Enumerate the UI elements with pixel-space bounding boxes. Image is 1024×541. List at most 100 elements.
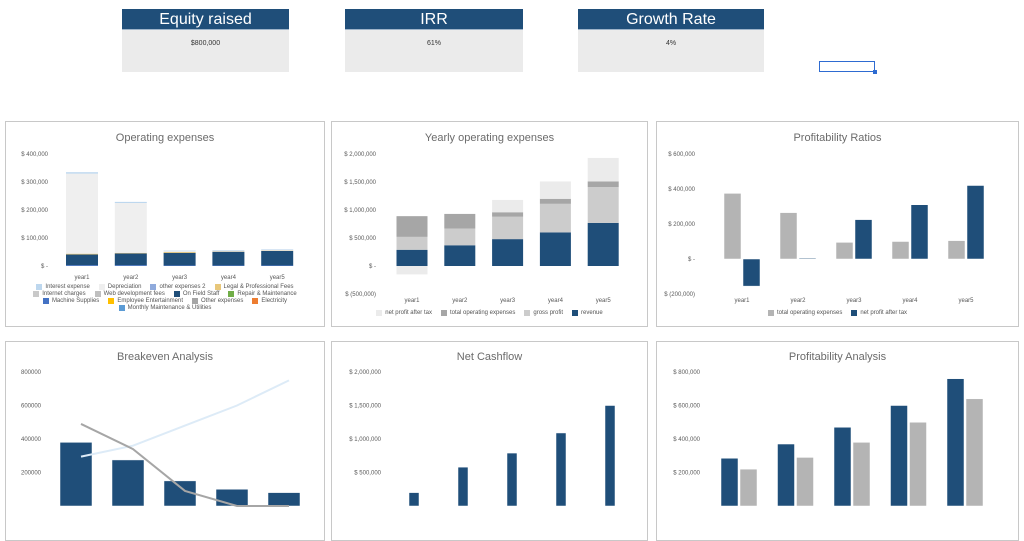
legend-label: Depreciation [108, 284, 142, 290]
legend-swatch [252, 298, 258, 304]
legend-item: Monthly Maintenance & Utilities [119, 305, 212, 311]
bar [778, 444, 795, 506]
legend-item: Internet charges [33, 291, 85, 297]
bar [910, 422, 927, 506]
y-tick-label: $ 200,000 [21, 208, 48, 214]
legend-label: Employee Entertainment [117, 298, 183, 304]
legend-item: total operating expenses [441, 310, 515, 316]
bar [947, 379, 964, 506]
y-tick-label: 400000 [21, 437, 42, 443]
kpi-value: $800,000 [122, 40, 289, 47]
legend-swatch [43, 298, 49, 304]
legend-item: gross profit [524, 310, 563, 316]
chart-plot: $ 800,000$ 600,000$ 400,000$ 200,000 [657, 342, 1019, 541]
legend-item: Machine Supplies [43, 298, 99, 304]
bar [721, 458, 738, 506]
bar [892, 242, 909, 260]
legend-swatch [108, 298, 114, 304]
y-tick-label: $ - [41, 264, 48, 270]
legend-label: Monthly Maintenance & Utilities [128, 305, 212, 311]
kpi-value: 61% [345, 40, 523, 47]
bar-segment [492, 217, 523, 239]
legend-label: other expenses 2 [159, 284, 205, 290]
bar [780, 213, 797, 259]
legend-item: Employee Entertainment [108, 298, 183, 304]
bar [891, 406, 908, 507]
bar-segment [212, 251, 244, 252]
y-tick-label: $ (500,000) [345, 292, 376, 298]
chart-yearly-operating-expenses[interactable]: Yearly operating expenses $ 2,000,000$ 1… [331, 121, 648, 327]
legend-item: net profit after tax [851, 310, 907, 316]
bar-segment [66, 172, 98, 173]
bar [605, 406, 615, 507]
bar-segment [212, 250, 244, 251]
legend-item: Repair & Maintenance [228, 291, 296, 297]
x-tick-label: year3 [172, 275, 188, 281]
bar-segment [164, 251, 196, 252]
legend-item: Other expenses [192, 298, 243, 304]
bar-segment [115, 253, 147, 254]
chart-operating-expenses[interactable]: Operating expenses $ 400,000$ 300,000$ 2… [5, 121, 325, 327]
legend-item: other expenses 2 [150, 284, 205, 290]
x-tick-label: year4 [902, 298, 918, 304]
legend-label: Repair & Maintenance [237, 291, 296, 297]
chart-profitability-analysis[interactable]: Profitability Analysis $ 800,000$ 600,00… [656, 341, 1019, 541]
y-tick-label: $ - [369, 264, 376, 270]
y-tick-label: $ 300,000 [21, 180, 48, 186]
y-tick-label: $ 400,000 [21, 152, 48, 158]
bar-segment [588, 187, 619, 223]
bar [507, 453, 517, 506]
x-tick-label: year4 [221, 275, 237, 281]
bar [458, 467, 468, 506]
legend-swatch [119, 305, 125, 311]
legend-swatch [150, 284, 156, 290]
x-tick-label: year1 [734, 298, 750, 304]
kpi-title: Equity raised [122, 9, 289, 30]
bar-segment [164, 251, 196, 252]
legend-label: Other expenses [201, 298, 243, 304]
y-tick-label: $ 1,000,000 [344, 208, 376, 214]
bar-segment [540, 181, 571, 198]
bar-segment [492, 200, 523, 212]
bar-segment [397, 216, 428, 237]
legend-swatch [99, 284, 105, 290]
chart-plot: $ 2,000,000$ 1,500,000$ 1,000,000$ 500,0… [332, 342, 648, 541]
bar [799, 258, 816, 259]
bar-segment [66, 174, 98, 254]
selected-cell[interactable] [819, 61, 875, 72]
bar-segment [492, 239, 523, 266]
y-tick-label: $ (200,000) [664, 292, 695, 298]
legend-swatch [441, 310, 447, 316]
x-tick-label: year5 [596, 298, 612, 304]
legend-label: total operating expenses [777, 310, 842, 316]
legend-label: revenue [581, 310, 603, 316]
legend-item: Interest expense [36, 284, 89, 290]
chart-plot: $ 2,000,000$ 1,500,000$ 1,000,000$ 500,0… [332, 122, 648, 327]
bar [855, 220, 872, 259]
bar-segment [212, 265, 244, 266]
bar [216, 489, 248, 506]
bar [966, 399, 983, 506]
bar-segment [588, 181, 619, 187]
legend-item: Electricity [252, 298, 287, 304]
x-tick-label: year3 [846, 298, 862, 304]
y-tick-label: $ 600,000 [673, 404, 700, 410]
bar [409, 493, 419, 506]
x-tick-label: year1 [74, 275, 90, 281]
x-tick-label: year5 [270, 275, 286, 281]
legend-label: Web development fees [104, 291, 165, 297]
legend-label: net profit after tax [860, 310, 907, 316]
y-tick-label: $ - [688, 257, 695, 263]
chart-profitability-ratios[interactable]: Profitability Ratios $ 600,000$ 400,000$… [656, 121, 1019, 327]
chart-legend: Interest expense Depreciation other expens… [26, 284, 304, 311]
y-tick-label: 600000 [21, 404, 42, 410]
y-tick-label: $ 2,000,000 [344, 152, 376, 158]
legend-item: total operating expenses [768, 310, 842, 316]
kpi-value: 4% [578, 40, 764, 47]
kpi-title: Growth Rate [578, 9, 764, 30]
chart-net-cashflow[interactable]: Net Cashflow $ 2,000,000$ 1,500,000$ 1,0… [331, 341, 648, 541]
legend-label: gross profit [533, 310, 563, 316]
